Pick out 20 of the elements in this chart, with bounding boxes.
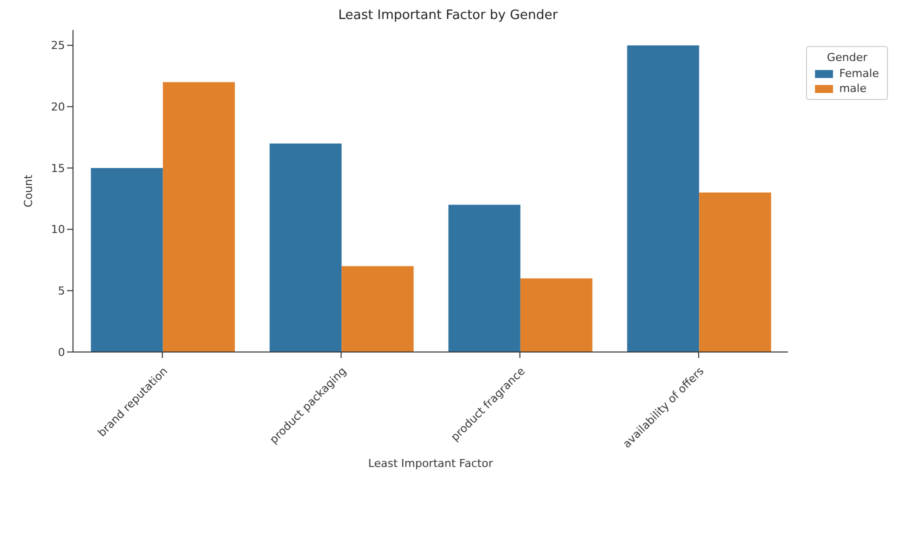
- y-tick-label: 20: [51, 100, 65, 114]
- bar: [448, 204, 520, 352]
- y-tick-label: 10: [51, 223, 65, 236]
- bar: [342, 266, 414, 352]
- legend-label: male: [839, 82, 866, 95]
- legend-title: Gender: [826, 51, 868, 64]
- y-tick-label: 5: [58, 284, 65, 298]
- bar: [270, 143, 342, 352]
- bar: [162, 82, 235, 352]
- y-tick-label: 15: [51, 162, 65, 175]
- chart-title: Least Important Factor by Gender: [337, 8, 559, 25]
- y-tick-label: 0: [58, 346, 65, 359]
- x-axis-title: Least Important Factor: [368, 457, 494, 470]
- y-axis-title: Count: [22, 174, 35, 208]
- y-tick-label: 25: [51, 39, 65, 52]
- bar: [627, 45, 700, 352]
- bar: [90, 168, 163, 352]
- legend-label: Female: [839, 67, 879, 80]
- bar: [699, 192, 772, 352]
- bar: [520, 278, 592, 352]
